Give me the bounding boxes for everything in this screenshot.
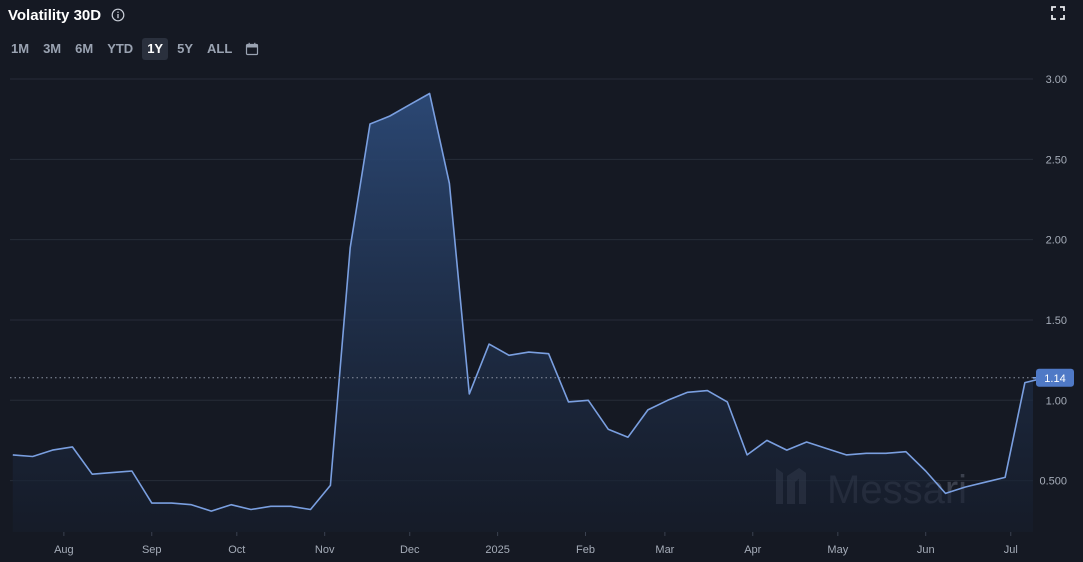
x-axis: Aug Sep Oct Nov Dec 2025 Feb Mar Apr May Jun Jul — [54, 532, 1018, 556]
y-axis: 0.500 1.00 1.50 2.00 2.50 3.00 — [1039, 74, 1067, 488]
x-tick-label: Mar — [655, 544, 674, 556]
y-tick-label: 1.00 — [1046, 395, 1067, 407]
y-tick-label: 2.00 — [1046, 235, 1067, 247]
range-button-1y[interactable]: 1Y — [142, 38, 169, 60]
area-shape — [12, 93, 1045, 532]
x-tick-label: 2025 — [485, 544, 509, 556]
last-value-badge — [1036, 368, 1074, 387]
last-value-marker: 1.14 — [10, 368, 1074, 387]
x-tick-label: Jun — [917, 544, 935, 556]
x-tick-label: May — [827, 544, 848, 556]
volatility-line — [12, 92, 1046, 512]
range-button-1m[interactable]: 1M — [11, 41, 30, 56]
range-button-ytd[interactable]: YTD — [107, 41, 134, 56]
chart-title: Volatility 30D — [8, 6, 102, 24]
y-tick-label: 1.50 — [1046, 315, 1067, 327]
chart-header: Volatility 30D — [8, 4, 125, 26]
series-line — [12, 92, 1046, 512]
x-tick-label: Dec — [400, 544, 420, 556]
range-button-all[interactable]: ALL — [207, 41, 233, 56]
expand-icon[interactable] — [1051, 6, 1065, 20]
y-tick-label: 0.500 — [1039, 476, 1067, 488]
range-button-5y[interactable]: 5Y — [177, 41, 193, 56]
calendar-icon[interactable] — [245, 42, 259, 56]
y-tick-label: 2.50 — [1046, 154, 1067, 166]
time-range-selector: 1M 3M 6M YTD 1Y 5Y ALL — [6, 38, 259, 60]
x-tick-label: Jul — [1004, 544, 1018, 556]
y-tick-label: 3.00 — [1046, 74, 1067, 86]
x-tick-label: Apr — [744, 544, 761, 556]
area-fill — [12, 93, 1045, 532]
last-value-label: 1.14 — [1044, 373, 1065, 385]
x-tick-label: Sep — [142, 544, 162, 556]
range-button-3m[interactable]: 3M — [43, 41, 62, 56]
x-tick-label: Aug — [54, 544, 74, 556]
x-tick-label: Oct — [228, 544, 245, 556]
x-tick-label: Feb — [576, 544, 595, 556]
info-circle-icon[interactable] — [111, 8, 125, 22]
x-tick-label: Nov — [315, 544, 335, 556]
range-button-6m[interactable]: 6M — [75, 41, 94, 56]
